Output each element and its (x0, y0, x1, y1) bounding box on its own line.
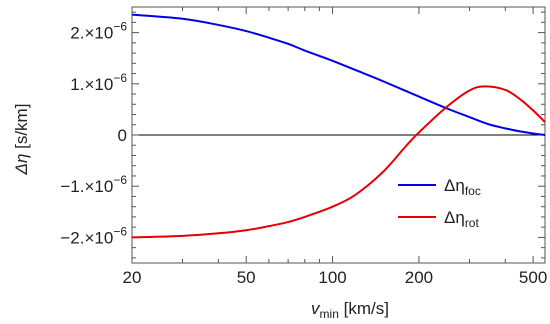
x-tick-label: 100 (318, 268, 346, 287)
x-tick-label: 200 (405, 268, 433, 287)
plot-area: 20 50 100 200 500 −2.×10−6 −1.×10−6 0 1.×10−6 2.×… (60, 6, 547, 287)
legend: Δηfoc Δηrot (398, 176, 481, 230)
y-tick-label: −1.×10−6 (60, 173, 127, 196)
y-tick-label: 0 (118, 126, 127, 145)
legend-label-foc: Δηfoc (444, 176, 481, 198)
x-tick-label: 20 (123, 268, 142, 287)
y-tick-label: 2.×10−6 (70, 20, 127, 43)
legend-label-foc-sub: foc (465, 184, 481, 198)
y-axis-label: Δη [s/km] (12, 104, 31, 176)
y-axis-label-symbol: Δη (12, 154, 31, 176)
series-line-rot (131, 85, 546, 239)
legend-label-rot-sub: rot (465, 216, 480, 230)
x-axis-label: vmin [km/s] (311, 299, 389, 321)
legend-label-rot-main: Δη (444, 208, 465, 227)
x-tick-label: 500 (519, 268, 547, 287)
x-tick-label: 50 (237, 268, 256, 287)
series-line-foc (131, 13, 546, 136)
x-axis-label-symbol: v (311, 299, 321, 318)
x-axis-label-unit: [km/s] (339, 299, 389, 318)
legend-label-foc-main: Δη (444, 176, 465, 195)
ticks: 20 50 100 200 500 −2.×10−6 −1.×10−6 0 1.×10−6 2.×… (60, 7, 547, 287)
legend-entry-rot: Δηrot (398, 208, 479, 230)
y-tick-label: −2.×10−6 (60, 224, 127, 247)
x-axis-label-sub: min (320, 307, 339, 321)
legend-label-rot: Δηrot (444, 208, 479, 230)
y-axis-label-unit: [s/km] (12, 104, 31, 154)
legend-entry-foc: Δηfoc (398, 176, 481, 198)
series-group (131, 13, 546, 239)
y-tick-label: 1.×10−6 (70, 71, 127, 94)
